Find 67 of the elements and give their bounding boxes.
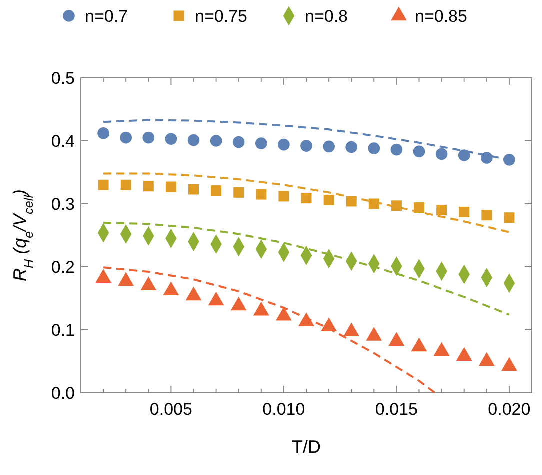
point xyxy=(210,135,222,147)
point xyxy=(478,352,495,366)
point xyxy=(256,189,267,200)
point xyxy=(482,210,492,221)
point xyxy=(458,150,470,162)
point xyxy=(234,187,244,198)
legend-label: n=0.85 xyxy=(415,7,468,26)
point xyxy=(253,302,270,316)
point xyxy=(163,282,180,296)
y-tick-label: 0.2 xyxy=(51,258,75,277)
point xyxy=(413,146,426,158)
point xyxy=(323,140,335,153)
point xyxy=(230,296,247,311)
point xyxy=(501,357,518,372)
point xyxy=(278,191,290,202)
point xyxy=(436,205,448,216)
point xyxy=(142,132,155,144)
x-tick-label: 0.010 xyxy=(262,400,306,419)
point xyxy=(301,193,312,204)
point xyxy=(459,206,470,218)
point xyxy=(98,128,110,140)
point xyxy=(480,152,493,164)
point xyxy=(165,133,178,146)
point xyxy=(346,141,358,154)
point xyxy=(208,292,224,306)
point xyxy=(436,148,448,160)
point xyxy=(98,180,109,190)
point xyxy=(255,138,268,150)
point xyxy=(391,200,402,212)
point xyxy=(368,142,380,154)
y-tick-label: 0.5 xyxy=(51,69,75,88)
x-tick-label: 0.005 xyxy=(150,400,192,419)
point xyxy=(388,332,405,346)
point xyxy=(120,132,132,144)
legend-label: n=0.75 xyxy=(195,7,248,26)
point xyxy=(276,306,292,321)
point xyxy=(118,272,134,286)
point xyxy=(300,140,312,152)
point xyxy=(186,286,202,301)
point xyxy=(140,276,157,290)
y-tick-label: 0.3 xyxy=(51,195,75,214)
line-series xyxy=(102,172,510,234)
point xyxy=(278,138,290,151)
legend-label: n=0.8 xyxy=(305,7,348,26)
x-axis-title: T/D xyxy=(292,437,321,457)
point xyxy=(390,144,403,156)
point xyxy=(456,347,472,362)
x-tick-label: 0.020 xyxy=(488,400,531,419)
point xyxy=(434,342,450,356)
point xyxy=(232,136,245,148)
y-tick-label: 0.0 xyxy=(51,384,75,403)
point xyxy=(188,134,200,146)
point xyxy=(211,186,222,196)
legend-label: n=0.7 xyxy=(85,7,128,26)
point xyxy=(143,181,154,192)
point xyxy=(324,194,334,206)
y-tick-label: 0.1 xyxy=(51,321,75,340)
point xyxy=(504,212,515,224)
point xyxy=(166,182,176,192)
point xyxy=(96,269,112,283)
point xyxy=(188,184,199,195)
point xyxy=(344,322,360,336)
point xyxy=(120,180,132,190)
y-tick-label: 0.4 xyxy=(51,132,75,151)
x-tick-label: 0.015 xyxy=(375,400,418,419)
point xyxy=(411,338,428,352)
point xyxy=(366,327,382,341)
